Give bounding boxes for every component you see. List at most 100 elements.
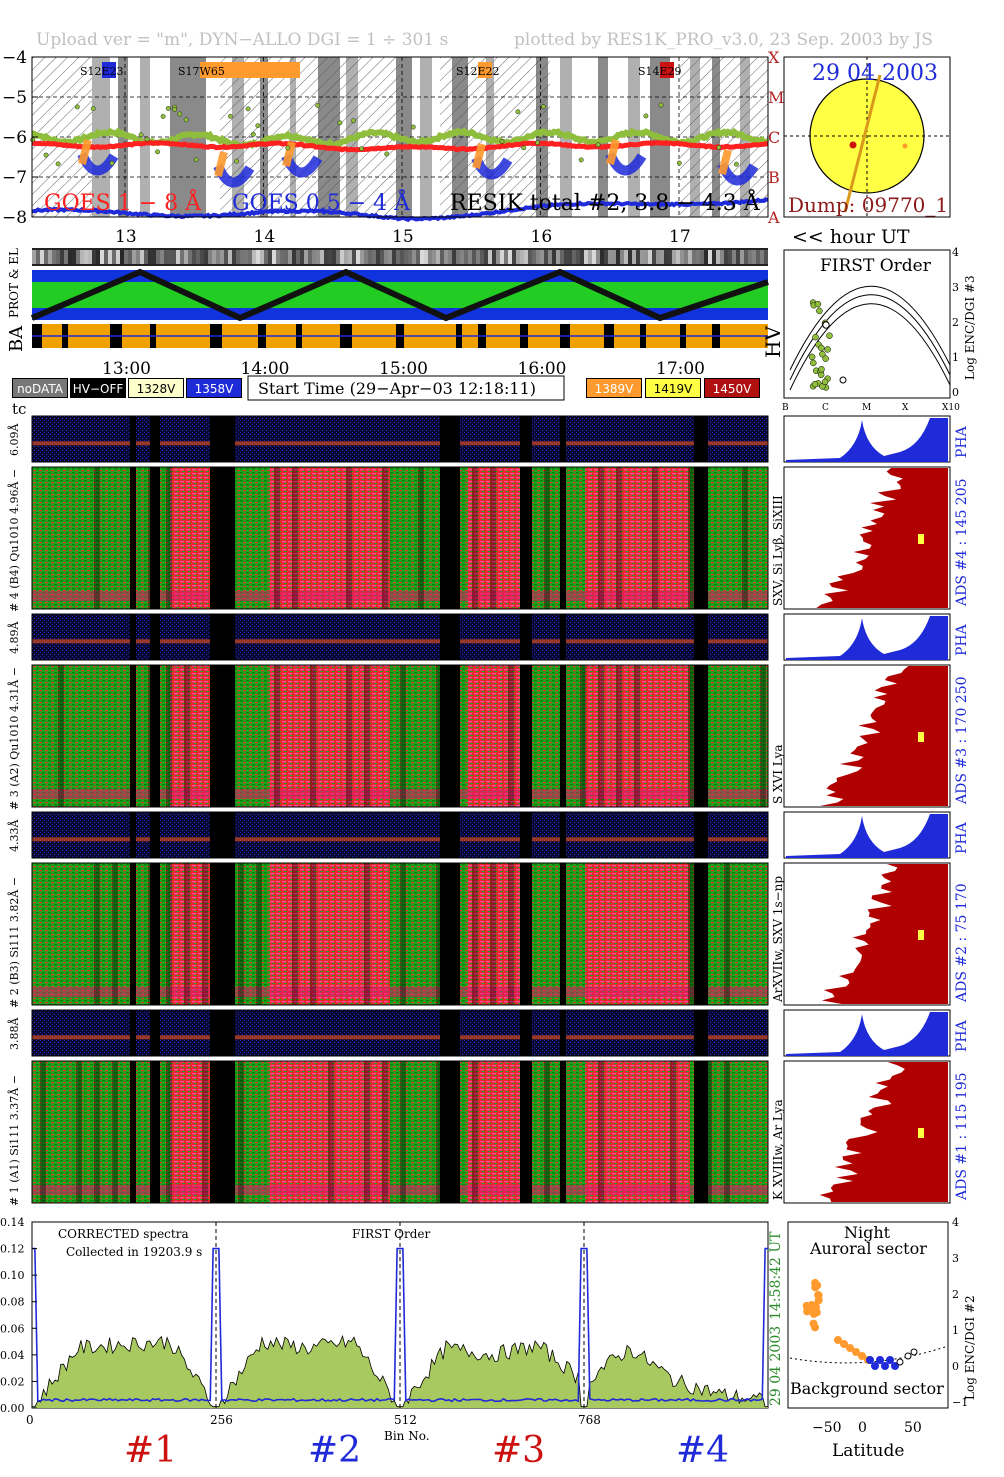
enc3-xtick: C: [822, 403, 829, 413]
auroral-xtick: 0: [858, 1420, 867, 1436]
goes1-label: GOES 1 − 8 Å: [44, 188, 202, 216]
resik-label: RESIK total #2, 3.8 − 4.3 Å: [450, 188, 761, 216]
auroral-xlabel: Latitude: [832, 1441, 904, 1461]
spectrum-area: [32, 1336, 768, 1408]
spectrum-xlabel: Bin No.: [384, 1429, 430, 1443]
spectrum-channel-label: #3: [492, 1430, 545, 1471]
pha-range-label: 4.33Å: [7, 819, 21, 852]
ads-label: ADS #3 : 170 250: [954, 676, 970, 805]
goes-ytick: −6: [2, 128, 27, 148]
enc3-xtick: X10: [942, 403, 960, 413]
pha-strip: [31, 1009, 769, 1057]
goes-class-letter: X: [768, 48, 780, 67]
goes-curves: [30, 102, 770, 223]
region-label: S14E29: [638, 65, 682, 78]
enc3-xtick: X: [902, 403, 909, 413]
pha-label: PHA: [954, 623, 970, 656]
right-ads-pha-panels: PHA ADS #4 : 145 205 SXV, Si Lyβ, SiXIII PH…: [771, 415, 970, 1204]
pha-label: PHA: [954, 425, 970, 458]
spectrum-channel-label: #2: [308, 1430, 361, 1471]
enc3-axis-label: Log ENC/DGI #3: [963, 275, 977, 380]
header-plotted-text: plotted by RES1K_PRO_v3.0, 23 Sep. 2003 …: [514, 30, 933, 50]
spectrum-title: CORRECTED spectra: [58, 1227, 189, 1241]
time-axis-ticks: 13:00 14:00 15:00 16:00 17:00: [102, 359, 705, 379]
spectrogram-stack: 6.09Å # 4 (B4) Qu1010 4.96Å − 4.89Å # 3 (A2…: [7, 415, 769, 1206]
channel-label: # 2 (B3) Si111 3.82Å −: [7, 877, 21, 1008]
spectrum-date: 29 04 2003: [768, 1326, 784, 1406]
goes-class-letter: A: [767, 208, 780, 227]
pha-range-label: 3.88Å: [7, 1017, 21, 1050]
ads-panel: ADS #1 : 115 195 K XVIIIw, Ar Lya: [771, 1060, 970, 1204]
legend-1389v: 1389V: [586, 378, 642, 398]
status-strips: PROT & EL BA HV: [6, 248, 785, 358]
ba-label: BA: [6, 325, 27, 352]
legend-1328v: 1328V: [128, 378, 184, 398]
channel-label: # 4 (B4) Qu1010 4.96Å −: [7, 469, 21, 612]
pha-range-label: 6.09Å: [7, 423, 21, 456]
goes-ytick: −5: [2, 88, 27, 108]
spectrogram-panel: [31, 1060, 769, 1204]
spectrogram-panel: [31, 466, 769, 610]
spectrum-ytick: 0.08: [0, 1296, 25, 1309]
hour-tick: 16: [531, 227, 553, 247]
auroral-ytick: −1: [952, 1396, 968, 1409]
prot-zigzag: [30, 268, 769, 322]
goes2-label: GOES 0.5 − 4 Å: [232, 188, 411, 216]
ads-panel: ADS #2 : 75 170 ArXVIIw, SXV 1s−np: [771, 862, 970, 1006]
goes-ytick: −4: [2, 48, 27, 68]
first-order-panel: FIRST Order 4 3 2 1 0 B C M X X10 Log ENC/DGI #3: [782, 246, 977, 413]
enc3-ytick: 3: [952, 281, 959, 294]
region-marker: [102, 62, 116, 78]
time-tick: 17:00: [656, 359, 705, 379]
ads-panel: ADS #3 : 170 250 S XVI Lya: [771, 664, 970, 808]
spectrum-ytick: 0.00: [0, 1402, 25, 1415]
auroral-xtick: −50: [812, 1420, 842, 1436]
tc-label: tc: [12, 400, 26, 418]
ads-label: ADS #1 : 115 195: [954, 1072, 970, 1201]
enc3-ytick: 4: [952, 246, 959, 259]
hour-tick: 15: [392, 227, 414, 247]
ads-panel: ADS #4 : 145 205 SXV, Si Lyβ, SiXIII: [771, 466, 970, 610]
ads-label: ADS #2 : 75 170: [954, 883, 970, 1003]
series-goes2: [31, 197, 769, 223]
spectrum-ytick: 0.12: [0, 1243, 25, 1256]
spectrum-time: 14:58:42 UT: [768, 1231, 784, 1320]
legend-1358v: 1358V: [186, 378, 242, 398]
goes-class-letters: X M C B A: [767, 48, 784, 227]
spectrum-xtick: 256: [210, 1413, 233, 1427]
goes-class-letter: M: [768, 88, 784, 107]
hour-tick: 13: [115, 227, 137, 247]
goes-region-labels: S12E23 S17W65 S12E22 S14E29: [80, 62, 682, 78]
region-dot-red: [849, 141, 857, 149]
auroral-ytick: 2: [952, 1288, 959, 1301]
hour-tick-labels: 13 14 15 16 17: [115, 227, 691, 247]
spectrum-xtick: 0: [26, 1413, 34, 1427]
lines-label: SXV, Si Lyβ, SiXIII: [771, 495, 785, 606]
pha-strip: [31, 415, 769, 463]
enc3-xtick: B: [782, 403, 789, 413]
start-time: Start Time (29−Apr−03 12:18:11): [258, 379, 536, 398]
time-tick: 15:00: [379, 359, 428, 379]
spectrum-xtick: 512: [394, 1413, 417, 1427]
pha-label: PHA: [954, 1019, 970, 1052]
region-marker: [200, 62, 300, 78]
goes-ytick: −7: [2, 168, 27, 188]
enc3-xtick: M: [862, 403, 871, 413]
channel-label: # 1 (A1) Si111 3.37Å −: [7, 1075, 21, 1206]
spectrum-ytick: 0.10: [0, 1269, 25, 1282]
region-dot-orange: [902, 143, 908, 149]
legend-hvoff: HV−OFF: [70, 378, 126, 398]
ads-label: ADS #4 : 145 205: [954, 478, 970, 607]
spectrum-ytick: 0.14: [0, 1216, 25, 1229]
pha-range-label: 4.89Å: [7, 621, 21, 654]
spectrum-ytick: 0.06: [0, 1322, 25, 1335]
channel-label: # 3 (A2) Qu1010 4.31Å −: [7, 667, 21, 810]
auroral-xtick: 50: [904, 1420, 922, 1436]
hour-ut-label: << hour UT: [792, 226, 910, 248]
auroral-ytick: 0: [952, 1360, 959, 1373]
region-marker: [660, 62, 674, 78]
spectrum-channel-label: #4: [676, 1430, 729, 1471]
lines-label: S XVI Lya: [771, 745, 785, 805]
legend-1419v: 1419V: [645, 378, 701, 398]
